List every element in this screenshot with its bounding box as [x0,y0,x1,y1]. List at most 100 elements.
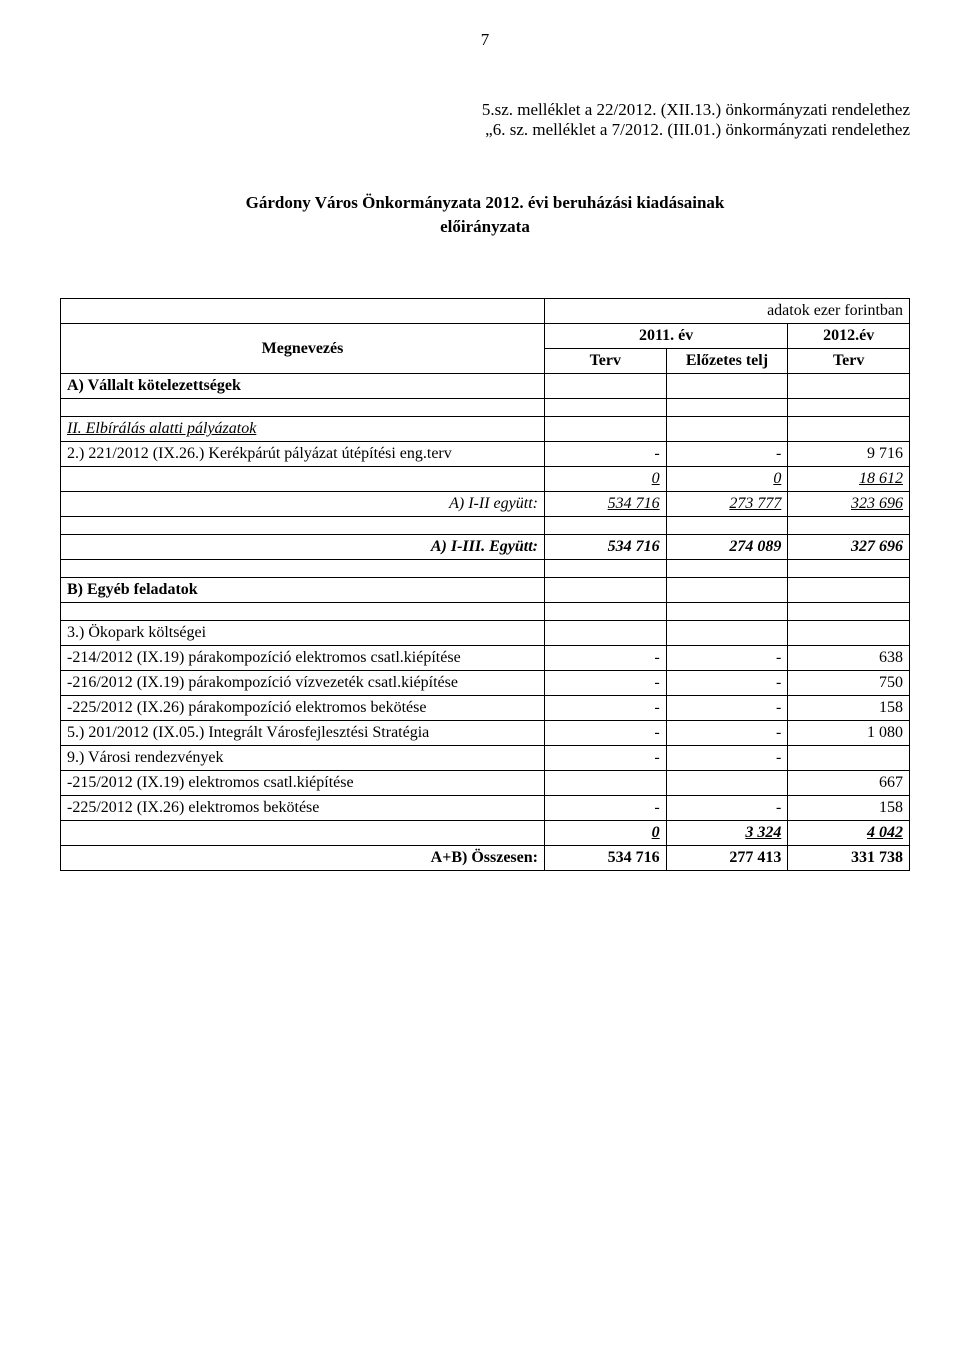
blank-cell [544,417,666,442]
row-desc: -225/2012 (IX.26) párakompozíció elektro… [61,696,545,721]
column-header-desc: Megnevezés [61,324,545,374]
table-row: 5.) 201/2012 (IX.05.) Integrált Városfej… [61,721,910,746]
column-header-terv2: Terv [788,349,910,374]
row-value: - [666,721,788,746]
section-ii-heading: II. Elbírálás alatti pályázatok [61,417,545,442]
row-desc: 2.) 221/2012 (IX.26.) Kerékpárút pályáza… [61,442,545,467]
band-header: adatok ezer forintban [544,299,909,324]
row-value: - [544,442,666,467]
total-a-label: A) I-III. Együtt: [61,535,545,560]
row-value: 4 042 [788,821,910,846]
blank-cell [544,374,666,399]
row-value: 327 696 [788,535,910,560]
row-value: - [666,442,788,467]
subtotal-a12-label: A) I-II együtt: [61,492,545,517]
header-line-1: 5.sz. melléklet a 22/2012. (XII.13.) önk… [60,100,910,120]
row-desc: 9.) Városi rendezvények [61,746,545,771]
row-value: 277 413 [666,846,788,871]
section-b-heading-row: B) Egyéb feladatok [61,578,910,603]
blank-cell [666,578,788,603]
row-value: 534 716 [544,535,666,560]
row-value: 667 [788,771,910,796]
row-value [544,621,666,646]
spacer-row [61,399,910,417]
grand-total-label: A+B) Összesen: [61,846,545,871]
budget-table: adatok ezer forintban Megnevezés 2011. é… [60,298,910,871]
grand-total-row: A+B) Összesen: 534 716 277 413 331 738 [61,846,910,871]
row-value: - [666,796,788,821]
table-row: -216/2012 (IX.19) párakompozíció vízveze… [61,671,910,696]
table-row: -215/2012 (IX.19) elektromos csatl.kiépí… [61,771,910,796]
document-title: Gárdony Város Önkormányzata 2012. évi be… [60,191,910,239]
table-row: 2.) 221/2012 (IX.26.) Kerékpárút pályáza… [61,442,910,467]
row-desc: -225/2012 (IX.26) elektromos bekötése [61,796,545,821]
row-value: 158 [788,796,910,821]
row-value: - [544,671,666,696]
blank-cell [788,417,910,442]
row-value [666,621,788,646]
spacer-row [61,560,910,578]
row-value: 750 [788,671,910,696]
band-header-row: adatok ezer forintban [61,299,910,324]
column-header-year2: 2012.év [788,324,910,349]
row-value: - [544,646,666,671]
row-value: 534 716 [544,846,666,871]
column-header-elozetes: Előzetes telj [666,349,788,374]
row-value [788,746,910,771]
row-value: - [666,746,788,771]
table-row: 0 3 324 4 042 [61,821,910,846]
row-desc: -214/2012 (IX.19) párakompozíció elektro… [61,646,545,671]
column-header-year1: 2011. év [544,324,787,349]
row-value: 534 716 [544,492,666,517]
blank-cell [788,374,910,399]
document-reference: 5.sz. melléklet a 22/2012. (XII.13.) önk… [60,100,910,141]
title-line-2: előirányzata [60,215,910,239]
table-row: -225/2012 (IX.26) elektromos bekötése - … [61,796,910,821]
row-value: - [666,646,788,671]
row-value: - [544,696,666,721]
row-value: 0 [544,467,666,492]
page-number: 7 [60,30,910,50]
row-desc: -215/2012 (IX.19) elektromos csatl.kiépí… [61,771,545,796]
table-row: -214/2012 (IX.19) párakompozíció elektro… [61,646,910,671]
row-value: - [544,746,666,771]
row-value: 158 [788,696,910,721]
row-value [666,771,788,796]
blank-cell [61,299,545,324]
header-line-2: „6. sz. melléklet a 7/2012. (III.01.) ön… [60,120,910,140]
row-value: - [666,671,788,696]
blank-cell [666,417,788,442]
section-a-heading: A) Vállalt kötelezettségek [61,374,545,399]
blank-cell [666,374,788,399]
row-value: 1 080 [788,721,910,746]
row-desc: 3.) Ökopark költségei [61,621,545,646]
row-desc [61,467,545,492]
row-value [788,621,910,646]
row-value: 0 [544,821,666,846]
spacer-row [61,603,910,621]
table-row: 0 0 18 612 [61,467,910,492]
column-header-row-1: Megnevezés 2011. év 2012.év [61,324,910,349]
table-row: -225/2012 (IX.26) párakompozíció elektro… [61,696,910,721]
table-row: 3.) Ökopark költségei [61,621,910,646]
row-value: - [666,696,788,721]
row-desc: 5.) 201/2012 (IX.05.) Integrált Városfej… [61,721,545,746]
row-desc [61,821,545,846]
section-ii-heading-row: II. Elbírálás alatti pályázatok [61,417,910,442]
spacer-row [61,517,910,535]
blank-cell [788,578,910,603]
row-value: 274 089 [666,535,788,560]
row-value [544,771,666,796]
table-row: A) I-II együtt: 534 716 273 777 323 696 [61,492,910,517]
column-header-terv1: Terv [544,349,666,374]
row-value: 3 324 [666,821,788,846]
row-value: - [544,796,666,821]
row-value: 638 [788,646,910,671]
row-value: 323 696 [788,492,910,517]
row-value: 0 [666,467,788,492]
table-row: A) I-III. Együtt: 534 716 274 089 327 69… [61,535,910,560]
page: 7 5.sz. melléklet a 22/2012. (XII.13.) ö… [0,0,960,1351]
table-row: 9.) Városi rendezvények - - [61,746,910,771]
row-value: 18 612 [788,467,910,492]
row-value: 273 777 [666,492,788,517]
